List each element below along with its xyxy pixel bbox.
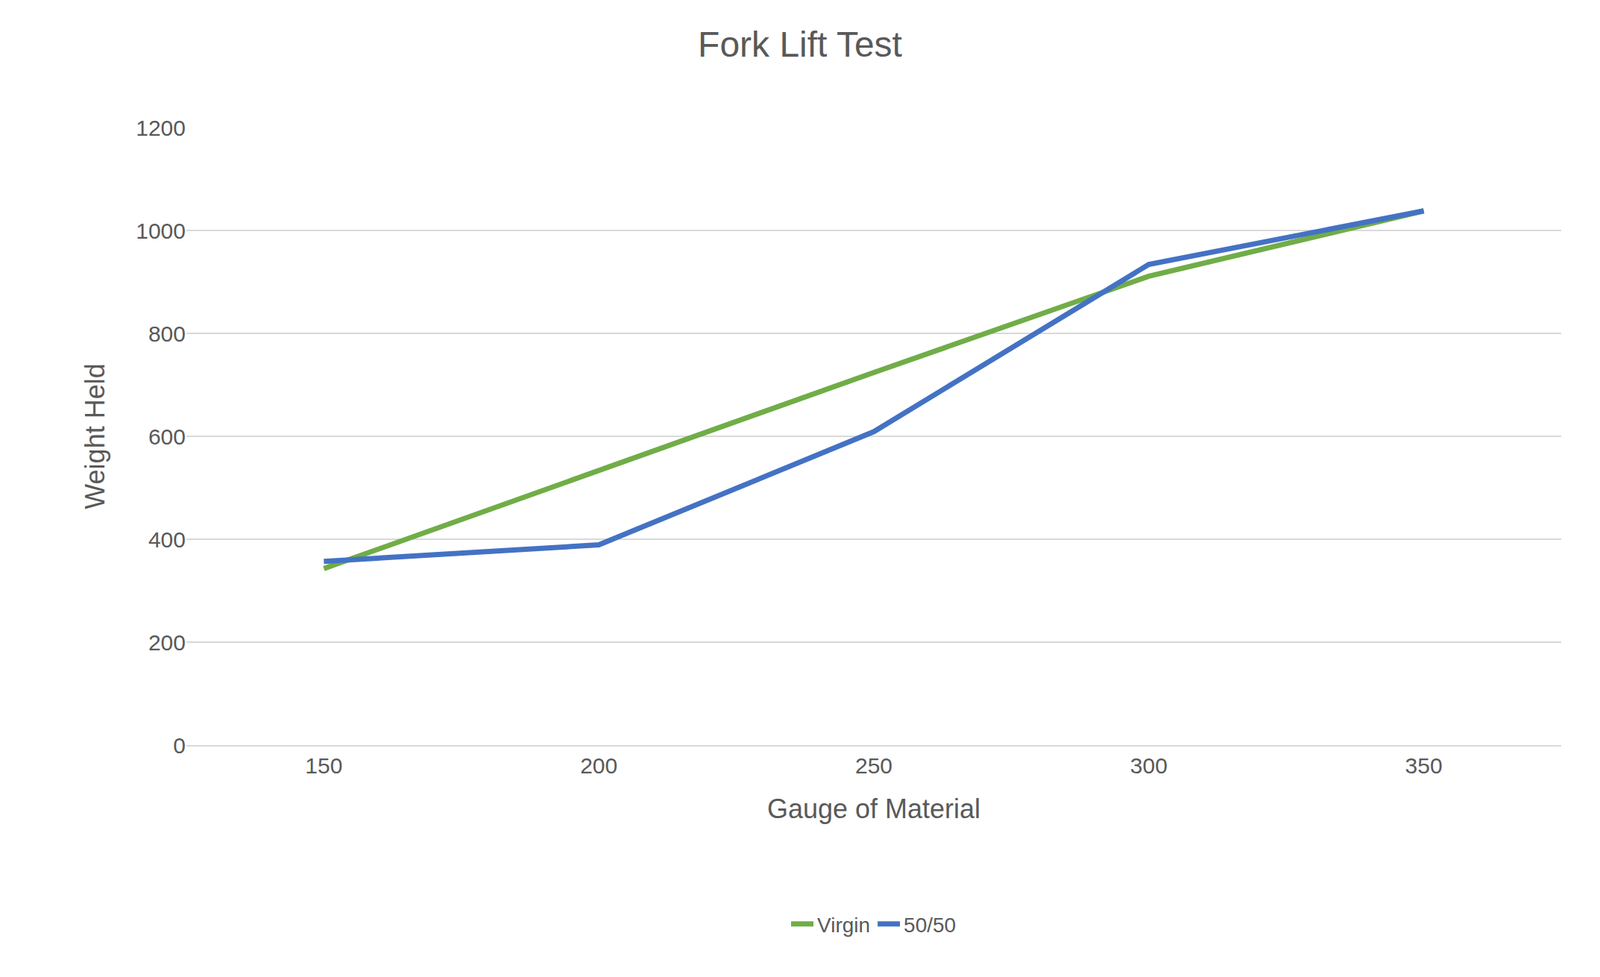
svg-text:250: 250 <box>855 753 893 778</box>
svg-text:1000: 1000 <box>135 218 186 244</box>
svg-text:300: 300 <box>1130 753 1168 778</box>
svg-text:1200: 1200 <box>135 115 186 141</box>
svg-text:400: 400 <box>148 527 186 552</box>
svg-text:0: 0 <box>172 732 186 758</box>
svg-text:350: 350 <box>1405 753 1443 778</box>
svg-text:50/50: 50/50 <box>903 913 956 937</box>
svg-text:Fork Lift Test: Fork Lift Test <box>697 24 903 65</box>
svg-text:200: 200 <box>148 630 186 655</box>
svg-text:Gauge of Material: Gauge of Material <box>767 793 981 824</box>
svg-text:Virgin: Virgin <box>817 913 871 937</box>
svg-text:Weight Held: Weight Held <box>79 363 111 509</box>
svg-text:150: 150 <box>304 753 343 778</box>
svg-text:200: 200 <box>580 753 618 778</box>
svg-text:600: 600 <box>148 424 186 449</box>
svg-text:800: 800 <box>148 321 186 346</box>
